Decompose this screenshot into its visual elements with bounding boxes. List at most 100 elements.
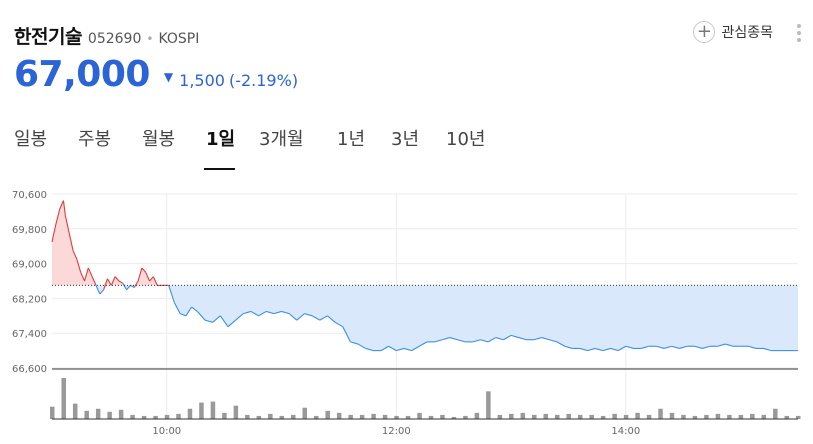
volume-bar — [256, 415, 262, 419]
more-options-icon[interactable] — [797, 24, 801, 42]
volume-bar — [95, 408, 101, 419]
price-line-segment — [227, 319, 236, 328]
price-line-segment — [694, 345, 703, 349]
price-line-segment — [380, 345, 389, 352]
volume-bar — [50, 406, 55, 419]
volume-bar — [623, 414, 629, 419]
x-tick-label: 12:00 — [382, 426, 411, 437]
price-row: 67,000 ▼ 1,500 (-2.19%) — [14, 54, 298, 95]
volume-bar — [784, 415, 790, 419]
volume-bar — [371, 413, 376, 419]
volume-bar — [750, 413, 755, 419]
price-change: 1,500 — [179, 71, 225, 90]
volume-bar — [589, 414, 594, 419]
price-line-segment — [671, 345, 680, 349]
volume-bar — [279, 415, 285, 419]
price-line-segment — [442, 337, 451, 341]
price-change-rate: (-2.19%) — [228, 71, 299, 90]
volume-bar — [440, 414, 445, 419]
volume-bar — [222, 412, 227, 419]
tab-monthly[interactable]: 월봉 — [142, 129, 176, 150]
price-line-segment — [137, 267, 143, 282]
volume-bar — [291, 414, 296, 419]
price-line-segment — [179, 313, 187, 317]
price-line-segment — [266, 310, 275, 315]
price-line-segment — [457, 339, 466, 343]
volume-bar — [176, 413, 181, 419]
volume-bar — [359, 414, 365, 419]
price-line-segment — [110, 276, 116, 286]
price-line-segment — [152, 276, 158, 286]
price-line-segment — [87, 267, 93, 277]
tab-10-years[interactable]: 10년 — [446, 129, 486, 150]
price-line-segment — [62, 200, 66, 216]
favorite-label: 관심종목 — [721, 25, 773, 41]
volume-bar — [577, 414, 583, 419]
price-line-segment — [518, 337, 527, 341]
price-line-segment — [106, 278, 112, 286]
volume-bar — [118, 409, 124, 419]
volume-bar — [405, 415, 411, 419]
volume-bar — [336, 412, 342, 419]
y-tick-label: 69,800 — [12, 225, 47, 236]
volume-bar — [612, 413, 617, 419]
price-line-segment — [59, 200, 64, 210]
price-line-segment — [610, 347, 619, 352]
price-line-segment — [145, 272, 151, 282]
volume-bar — [141, 415, 147, 419]
tab-1-day[interactable]: 1일 — [206, 129, 236, 150]
volume-bar — [451, 416, 457, 419]
active-tab-indicator — [204, 168, 235, 170]
price-line-segment — [541, 337, 550, 341]
price-line-segment — [114, 276, 120, 282]
price-line-segment — [725, 343, 734, 347]
tab-3-years[interactable]: 3년 — [391, 129, 420, 150]
volume-bar — [84, 410, 89, 419]
price-line-segment — [564, 345, 573, 349]
price-line-segment — [717, 343, 726, 347]
volume-bar — [417, 412, 422, 419]
price-line-segment — [141, 267, 147, 273]
price-line-segment — [396, 347, 405, 352]
price-line-segment — [763, 347, 772, 352]
volume-bar — [773, 408, 778, 419]
price-line-segment — [219, 315, 229, 327]
add-favorite-button[interactable]: + 관심종목 — [693, 21, 773, 43]
volume-bar — [428, 415, 434, 419]
price-line-segment — [250, 310, 259, 317]
y-tick-label: 66,600 — [12, 364, 47, 375]
volume-bar — [463, 415, 468, 419]
price-line-segment — [640, 345, 649, 349]
tab-3-months[interactable]: 3개월 — [259, 129, 304, 150]
y-tick-label: 67,400 — [12, 329, 47, 340]
volume-bar — [313, 415, 319, 419]
volume-bar — [245, 414, 250, 419]
volume-bar — [554, 414, 560, 419]
price-line-segment — [72, 250, 78, 260]
stock-code: 052690 — [87, 31, 142, 47]
volume-bar — [394, 415, 399, 419]
price-line-segment — [168, 285, 175, 303]
price-line-segment — [595, 347, 604, 352]
price-line-segment — [55, 209, 61, 225]
price-line-segment — [602, 347, 611, 352]
price-line-segment — [656, 345, 665, 349]
volume-bar — [382, 414, 388, 419]
tab-1-year[interactable]: 1년 — [337, 129, 366, 150]
price-line-segment — [64, 215, 70, 234]
price-line-segment — [334, 321, 344, 328]
price-line-segment — [83, 267, 89, 282]
price-line-segment — [258, 310, 267, 317]
price-line-segment — [579, 347, 588, 352]
price-line-segment — [702, 345, 711, 349]
volume-bar — [497, 414, 503, 419]
price-line-segment — [587, 347, 596, 352]
volume-bar — [543, 413, 549, 419]
price-line-segment — [281, 310, 290, 315]
volume-bar — [658, 408, 663, 419]
price-line-segment — [480, 339, 489, 343]
price-line-segment — [418, 341, 428, 347]
price-line-segment — [99, 289, 105, 295]
tab-daily[interactable]: 일봉 — [14, 129, 48, 150]
tab-weekly[interactable]: 주봉 — [78, 129, 112, 150]
